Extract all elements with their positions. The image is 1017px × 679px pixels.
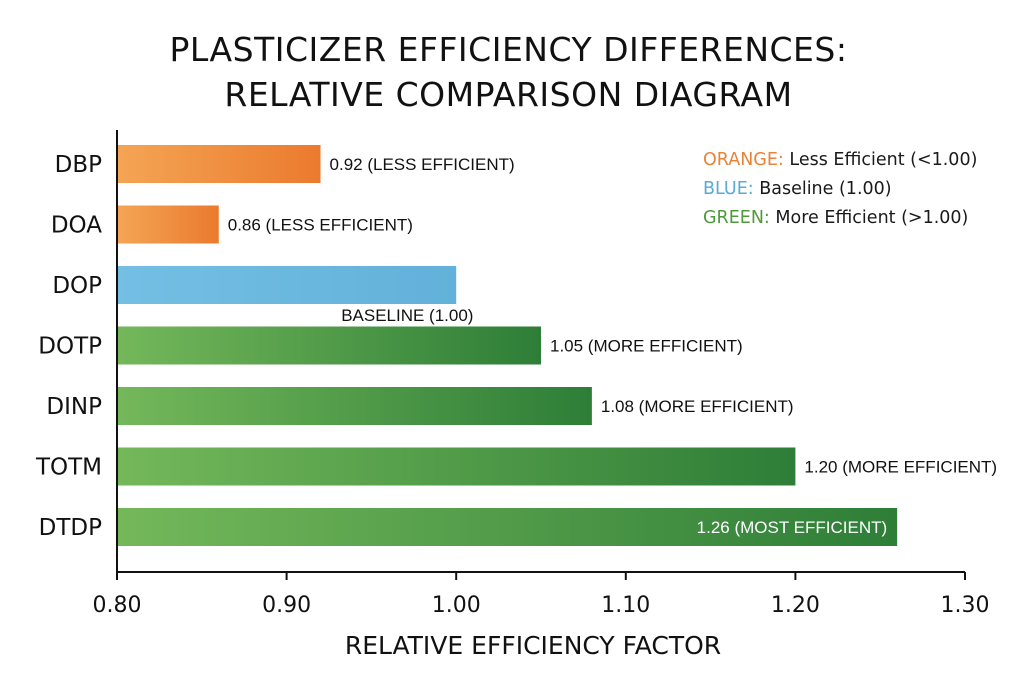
legend-desc-green: More Efficient (>1.00) xyxy=(769,208,969,228)
data-label-dtdp: 1.26 (MOST EFFICIENT) xyxy=(697,518,888,537)
category-label-dinp: DINP xyxy=(46,394,102,420)
legend-key-orange: ORANGE: xyxy=(703,150,784,170)
chart-title-line-1: PLASTICIZER EFFICIENCY DIFFERENCES: xyxy=(169,30,848,69)
legend-item-orange: ORANGE: Less Efficient (<1.00) xyxy=(703,146,977,175)
chart-title-line-2: RELATIVE COMPARISON DIAGRAM xyxy=(224,75,793,114)
category-label-doa: DOA xyxy=(51,213,102,239)
bar-dtdp xyxy=(117,508,898,546)
bar-dotp xyxy=(117,326,541,365)
category-label-dbp: DBP xyxy=(55,152,102,178)
legend-item-blue: BLUE: Baseline (1.00) xyxy=(703,175,977,204)
x-tick-label: 1.20 xyxy=(771,593,820,618)
data-label-dinp: 1.08 (MORE EFFICIENT) xyxy=(601,397,794,416)
x-tick-label: 1.00 xyxy=(432,593,481,618)
legend-key-blue: BLUE: xyxy=(703,179,754,199)
data-label-doa: 0.86 (LESS EFFICIENT) xyxy=(228,216,413,235)
x-tick-label: 0.90 xyxy=(262,593,311,618)
bar-dop xyxy=(117,266,457,304)
x-tick-label: 1.10 xyxy=(601,593,650,618)
x-axis-title: RELATIVE EFFICIENCY FACTOR xyxy=(345,631,721,660)
bar-doa xyxy=(117,205,219,244)
bar-dbp xyxy=(117,145,321,183)
legend-desc-blue: Baseline (1.00) xyxy=(753,179,892,199)
legend-item-green: GREEN: More Efficient (>1.00) xyxy=(703,204,977,233)
x-tick-label: 0.80 xyxy=(93,593,142,618)
legend-key-green: GREEN: xyxy=(703,208,770,228)
data-label-dotp: 1.05 (MORE EFFICIENT) xyxy=(550,337,743,356)
category-label-dotp: DOTP xyxy=(38,334,102,360)
data-label-dbp: 0.92 (LESS EFFICIENT) xyxy=(330,155,515,174)
legend: ORANGE: Less Efficient (<1.00) BLUE: Bas… xyxy=(703,146,977,233)
category-label-totm: TOTM xyxy=(35,455,102,481)
category-label-dop: DOP xyxy=(52,273,102,299)
legend-desc-orange: Less Efficient (<1.00) xyxy=(783,150,978,170)
category-label-dtdp: DTDP xyxy=(39,515,102,541)
data-label-dop: BASELINE (1.00) xyxy=(341,306,473,325)
bar-dinp xyxy=(117,387,592,425)
data-label-totm: 1.20 (MORE EFFICIENT) xyxy=(804,458,997,477)
bar-totm xyxy=(117,447,796,486)
x-tick-label: 1.30 xyxy=(941,593,990,618)
